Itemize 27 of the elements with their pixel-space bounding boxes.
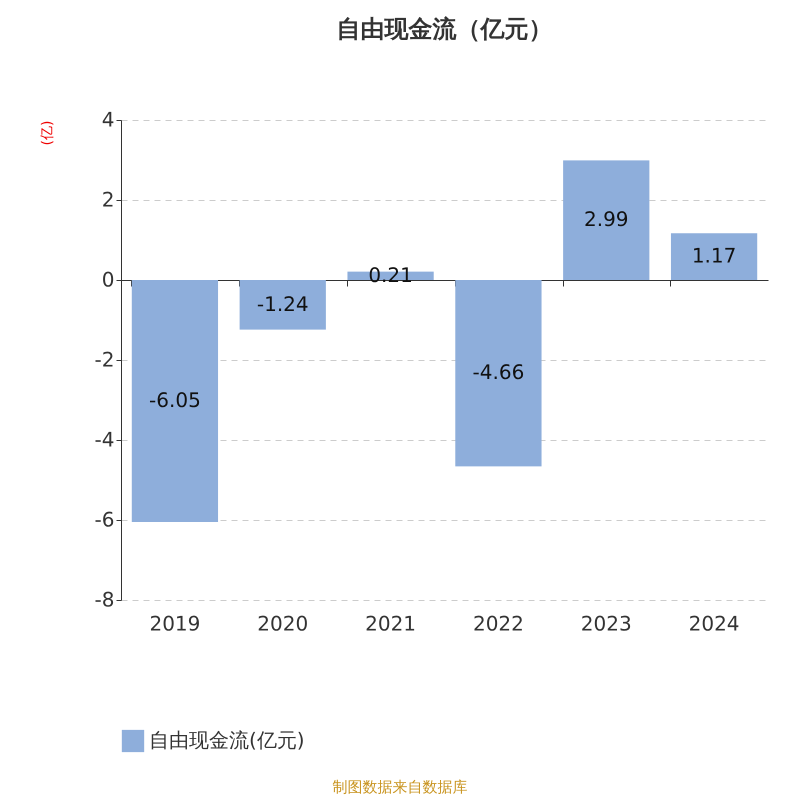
- y-tick-label: -4: [94, 428, 114, 452]
- bar: [240, 280, 326, 330]
- x-tick-label: 2024: [688, 612, 740, 636]
- x-tick-label: 2023: [580, 612, 632, 636]
- data-label: -1.24: [256, 292, 309, 316]
- bar: [455, 280, 542, 466]
- data-label: 1.17: [692, 244, 736, 268]
- bar: [563, 160, 650, 280]
- y-axis-title: (亿): [40, 120, 56, 146]
- bar: [132, 280, 218, 522]
- x-tick-label: 2022: [472, 612, 524, 636]
- chart-title: 自由现金流（亿元）: [336, 15, 552, 43]
- bar: [670, 233, 758, 280]
- x-tick-label: 2019: [149, 612, 200, 636]
- data-label: -6.05: [149, 388, 201, 412]
- legend-label: 自由现金流(亿元): [149, 728, 305, 752]
- y-tick-label: -8: [94, 588, 114, 612]
- data-label: 2.99: [584, 207, 629, 232]
- y-tick-label: 4: [102, 108, 114, 132]
- x-tick-label: 2021: [365, 612, 416, 636]
- y-tick-label: 2: [102, 188, 114, 212]
- y-tick-label: -6: [94, 508, 114, 532]
- x-tick-label: 2020: [257, 612, 308, 636]
- y-tick-label: -2: [94, 348, 114, 372]
- y-tick-label: 0: [102, 268, 114, 292]
- text: 制图数据来自数据库: [332, 778, 468, 797]
- data-label: -4.66: [472, 360, 524, 384]
